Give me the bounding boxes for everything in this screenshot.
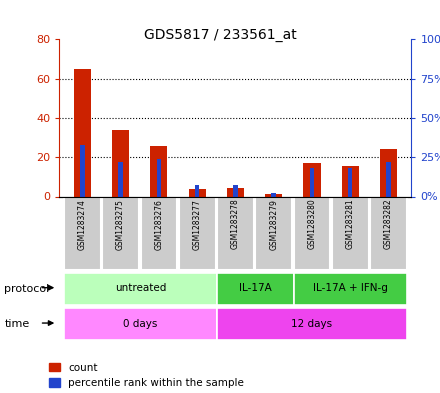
Text: GSM1283277: GSM1283277 <box>193 199 202 250</box>
Bar <box>112 130 129 196</box>
Text: GSM1283278: GSM1283278 <box>231 199 240 250</box>
Bar <box>310 168 314 196</box>
Bar <box>80 145 84 196</box>
Bar <box>265 193 282 196</box>
Bar <box>386 162 391 196</box>
FancyBboxPatch shape <box>332 197 369 270</box>
Bar <box>233 185 238 196</box>
FancyBboxPatch shape <box>140 197 177 270</box>
Bar <box>74 69 91 196</box>
FancyBboxPatch shape <box>102 197 139 270</box>
Text: GSM1283281: GSM1283281 <box>346 199 355 250</box>
Text: GSM1283279: GSM1283279 <box>269 199 278 250</box>
Text: untreated: untreated <box>115 283 166 293</box>
Text: IL-17A + IFN-g: IL-17A + IFN-g <box>313 283 388 293</box>
Text: GDS5817 / 233561_at: GDS5817 / 233561_at <box>143 28 297 42</box>
FancyBboxPatch shape <box>64 273 217 305</box>
Text: time: time <box>4 319 29 329</box>
Text: GSM1283275: GSM1283275 <box>116 199 125 250</box>
Bar <box>380 149 397 196</box>
FancyBboxPatch shape <box>64 308 217 340</box>
Bar <box>348 168 352 196</box>
FancyBboxPatch shape <box>179 197 216 270</box>
Text: GSM1283276: GSM1283276 <box>154 199 163 250</box>
Bar <box>118 162 123 196</box>
FancyBboxPatch shape <box>293 197 330 270</box>
Text: protocol: protocol <box>4 284 50 294</box>
FancyBboxPatch shape <box>217 273 293 305</box>
FancyBboxPatch shape <box>293 273 407 305</box>
Bar <box>341 166 359 196</box>
Text: 0 days: 0 days <box>123 318 158 329</box>
Bar <box>188 189 206 196</box>
FancyBboxPatch shape <box>64 197 101 270</box>
Bar <box>303 163 320 196</box>
Bar <box>271 193 276 196</box>
Bar <box>195 185 199 196</box>
Legend: count, percentile rank within the sample: count, percentile rank within the sample <box>49 363 244 388</box>
FancyBboxPatch shape <box>217 308 407 340</box>
Text: GSM1283282: GSM1283282 <box>384 199 393 250</box>
FancyBboxPatch shape <box>370 197 407 270</box>
FancyBboxPatch shape <box>255 197 292 270</box>
Text: 12 days: 12 days <box>291 318 333 329</box>
Text: IL-17A: IL-17A <box>239 283 271 293</box>
Bar <box>157 159 161 196</box>
Bar <box>150 146 168 196</box>
FancyBboxPatch shape <box>217 197 254 270</box>
Text: GSM1283280: GSM1283280 <box>308 199 316 250</box>
Bar <box>227 187 244 196</box>
Text: GSM1283274: GSM1283274 <box>78 199 87 250</box>
